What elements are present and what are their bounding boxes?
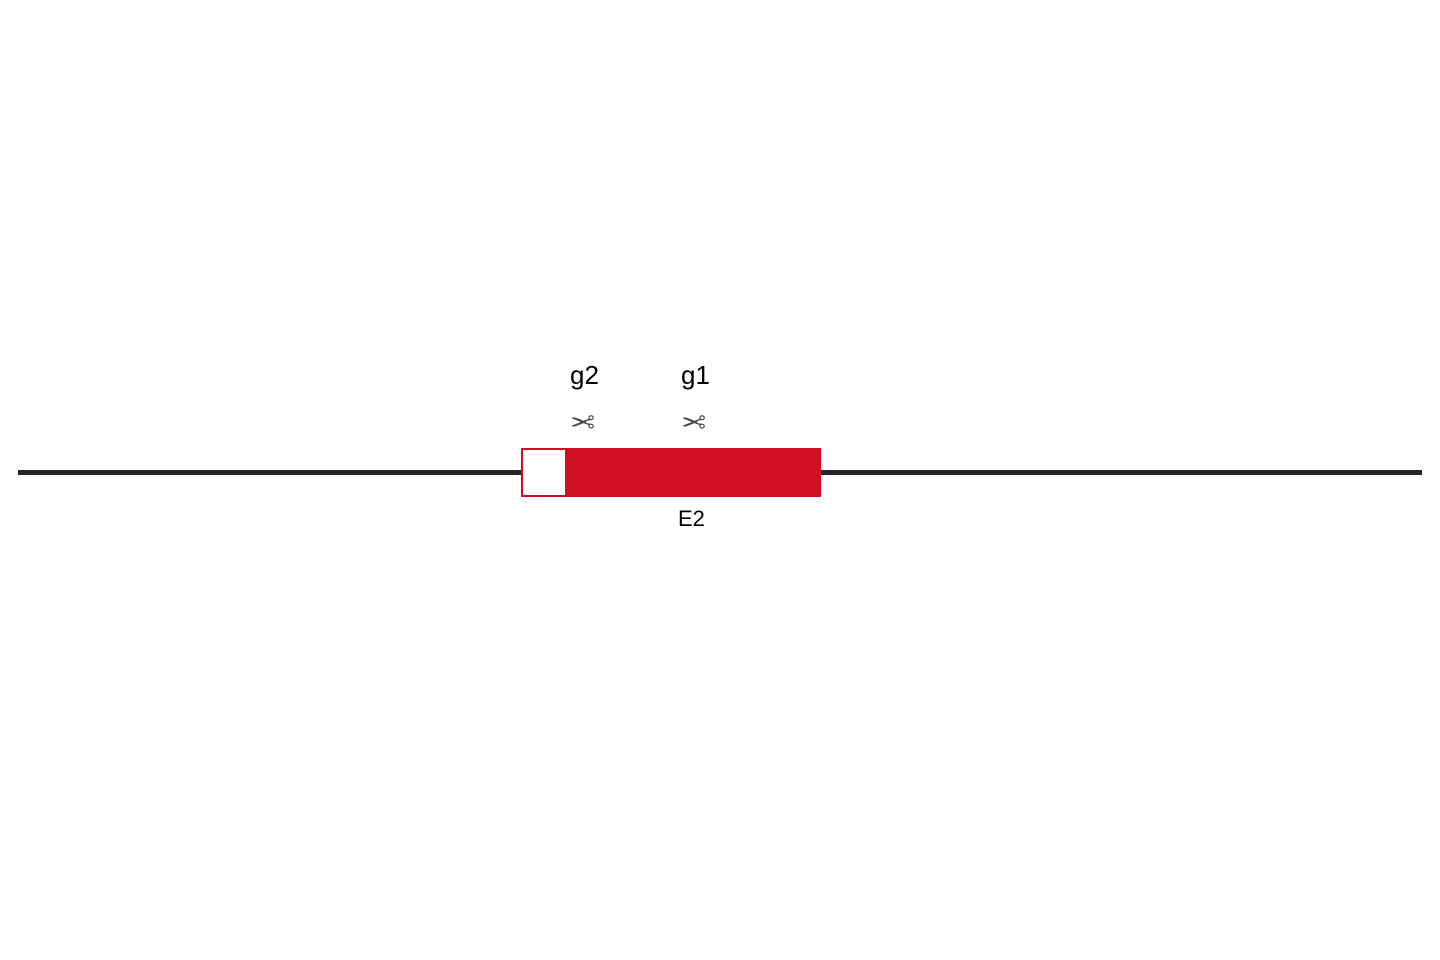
guide-label-g1: g1 [681,360,710,391]
gene-diagram: E2 g2 ✂ g1 ✂ [0,0,1440,960]
exon-fill [565,448,821,497]
scissors-icon: ✂ [570,405,595,435]
scissors-icon: ✂ [681,405,706,435]
guide-label-g2: g2 [570,360,599,391]
exon-label: E2 [678,506,705,532]
